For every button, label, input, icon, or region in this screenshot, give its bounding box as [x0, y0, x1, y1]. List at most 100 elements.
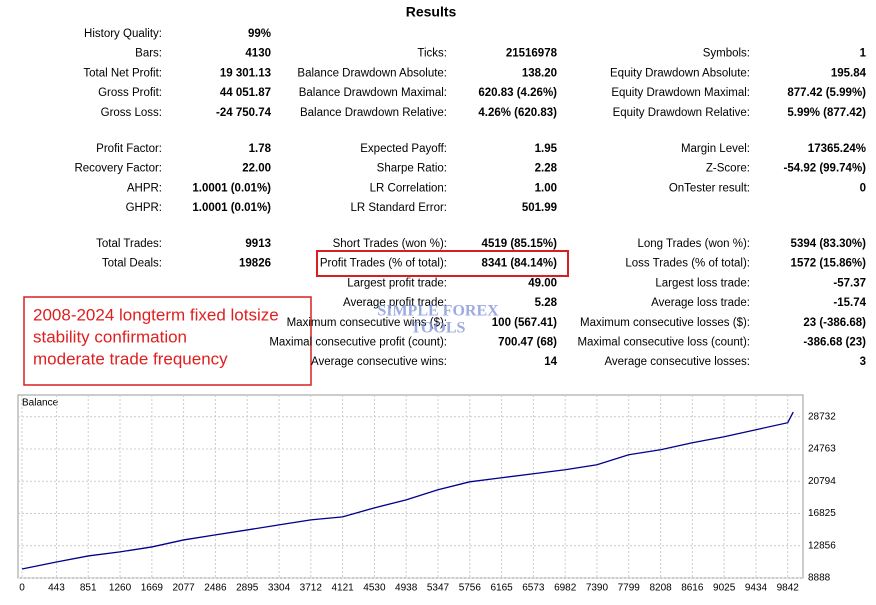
- stat-label: Bars:: [135, 48, 162, 60]
- stat-value: 19 301.13: [220, 67, 271, 79]
- x-tick-label: 2077: [172, 583, 195, 594]
- stat-value: 21516978: [506, 48, 558, 60]
- stat-value: 44 051.87: [220, 87, 271, 99]
- x-tick-label: 9842: [777, 583, 800, 594]
- stat-value: 9913: [245, 238, 271, 250]
- title: Results: [406, 4, 457, 20]
- x-tick-label: 3304: [268, 583, 291, 594]
- stat-label: GHPR:: [126, 202, 162, 214]
- stat-label: OnTester result:: [669, 182, 750, 194]
- x-tick-label: 7390: [586, 583, 609, 594]
- stat-value: 2.28: [535, 163, 558, 175]
- stat-label: Maximal consecutive loss (count):: [577, 337, 750, 349]
- stat-value: 877.42 (5.99%): [787, 87, 866, 99]
- stat-value: 4519 (85.15%): [482, 238, 558, 250]
- stat-label: Margin Level:: [681, 143, 750, 155]
- chart-frame: [17, 394, 804, 579]
- x-tick-label: 7799: [618, 583, 641, 594]
- stat-label: Total Deals:: [102, 258, 162, 270]
- x-tick-label: 8616: [681, 583, 704, 594]
- stat-label: Total Trades:: [96, 238, 162, 250]
- stat-value: 17365.24%: [808, 143, 866, 155]
- x-tick-label: 9434: [745, 583, 768, 594]
- stat-label: Loss Trades (% of total):: [625, 258, 750, 270]
- stat-label: AHPR:: [127, 182, 162, 194]
- stat-label: Largest loss trade:: [655, 277, 750, 289]
- x-tick-label: 2486: [204, 583, 227, 594]
- stat-value: 1.0001 (0.01%): [192, 182, 271, 194]
- stat-value: 1572 (15.86%): [791, 258, 867, 270]
- stat-label: Profit Trades (% of total):: [320, 258, 447, 270]
- stat-label: Maximum consecutive wins ($):: [287, 317, 447, 329]
- stat-value: -24 750.74: [216, 107, 272, 119]
- x-tick-label: 6573: [522, 583, 545, 594]
- x-tick-label: 851: [80, 583, 97, 594]
- stat-value: 195.84: [831, 67, 867, 79]
- x-tick-label: 6165: [491, 583, 514, 594]
- stat-value: -386.68 (23): [803, 337, 866, 349]
- stat-value: 22.00: [242, 163, 271, 175]
- annotation-line: moderate trade frequency: [33, 349, 228, 368]
- stat-label: Maximum consecutive losses ($):: [580, 317, 750, 329]
- stat-value: 49.00: [528, 277, 557, 289]
- stat-label: Maximal consecutive profit (count):: [269, 337, 447, 349]
- x-tick-label: 0: [19, 583, 25, 594]
- x-tick-label: 4121: [331, 583, 354, 594]
- stat-value: -57.37: [833, 277, 866, 289]
- x-tick-label: 5347: [427, 583, 450, 594]
- x-tick-label: 1260: [109, 583, 132, 594]
- x-tick-label: 3712: [300, 583, 323, 594]
- stat-value: 19826: [239, 258, 271, 270]
- x-tick-label: 443: [48, 583, 65, 594]
- stat-value: -54.92 (99.74%): [784, 163, 867, 175]
- annotation-line: 2008-2024 longterm fixed lotsize: [33, 305, 279, 324]
- stat-label: Short Trades (won %):: [333, 238, 447, 250]
- y-tick-label: 16825: [808, 508, 836, 519]
- stat-label: Long Trades (won %):: [637, 238, 750, 250]
- x-tick-label: 5756: [459, 583, 482, 594]
- stat-label: LR Standard Error:: [350, 202, 447, 214]
- stat-label: Balance Drawdown Relative:: [300, 107, 447, 119]
- stat-value: 501.99: [522, 202, 557, 214]
- stat-value: 1.0001 (0.01%): [192, 202, 271, 214]
- highlight-box: [316, 250, 569, 277]
- stat-value: 0: [860, 182, 866, 194]
- stat-value: 4.26% (620.83): [478, 107, 557, 119]
- stat-value: 138.20: [522, 67, 557, 79]
- stat-label: Largest profit trade:: [347, 277, 447, 289]
- y-tick-label: 28732: [808, 411, 836, 422]
- stat-value: 1.00: [535, 182, 557, 194]
- watermark: SIMPLE FOREX: [377, 303, 499, 320]
- y-tick-label: 12856: [808, 540, 836, 551]
- annotation-line: stability confirmation: [33, 327, 187, 346]
- stat-label: Sharpe Ratio:: [377, 163, 447, 175]
- stat-label: Average consecutive wins:: [311, 356, 447, 368]
- stat-label: Z-Score:: [706, 163, 750, 175]
- x-tick-label: 2895: [236, 583, 259, 594]
- chart-title: Balance: [22, 398, 59, 409]
- stat-label: Equity Drawdown Relative:: [613, 107, 750, 119]
- stat-label: Average profit trade:: [343, 297, 447, 309]
- stat-value: 620.83 (4.26%): [478, 87, 557, 99]
- y-tick-label: 8888: [808, 573, 831, 584]
- y-tick-label: 20794: [808, 476, 836, 487]
- balance-line: [21, 411, 794, 570]
- x-tick-label: 8208: [649, 583, 672, 594]
- stat-value: 1.78: [249, 143, 272, 155]
- stat-value: 100 (567.41): [492, 317, 557, 329]
- stat-label: Ticks:: [417, 48, 447, 60]
- x-tick-label: 4938: [395, 583, 418, 594]
- stat-label: LR Correlation:: [370, 182, 447, 194]
- stat-label: Balance Drawdown Maximal:: [299, 87, 447, 99]
- stat-label: Equity Drawdown Maximal:: [611, 87, 750, 99]
- x-tick-label: 4530: [363, 583, 386, 594]
- stat-label: Gross Loss:: [101, 107, 162, 119]
- stat-value: 5.99% (877.42): [787, 107, 866, 119]
- stat-value: 99%: [248, 28, 271, 40]
- annotation-box: [23, 296, 312, 386]
- stat-value: 5394 (83.30%): [791, 238, 867, 250]
- stat-value: -15.74: [833, 297, 866, 309]
- stat-label: Equity Drawdown Absolute:: [610, 67, 750, 79]
